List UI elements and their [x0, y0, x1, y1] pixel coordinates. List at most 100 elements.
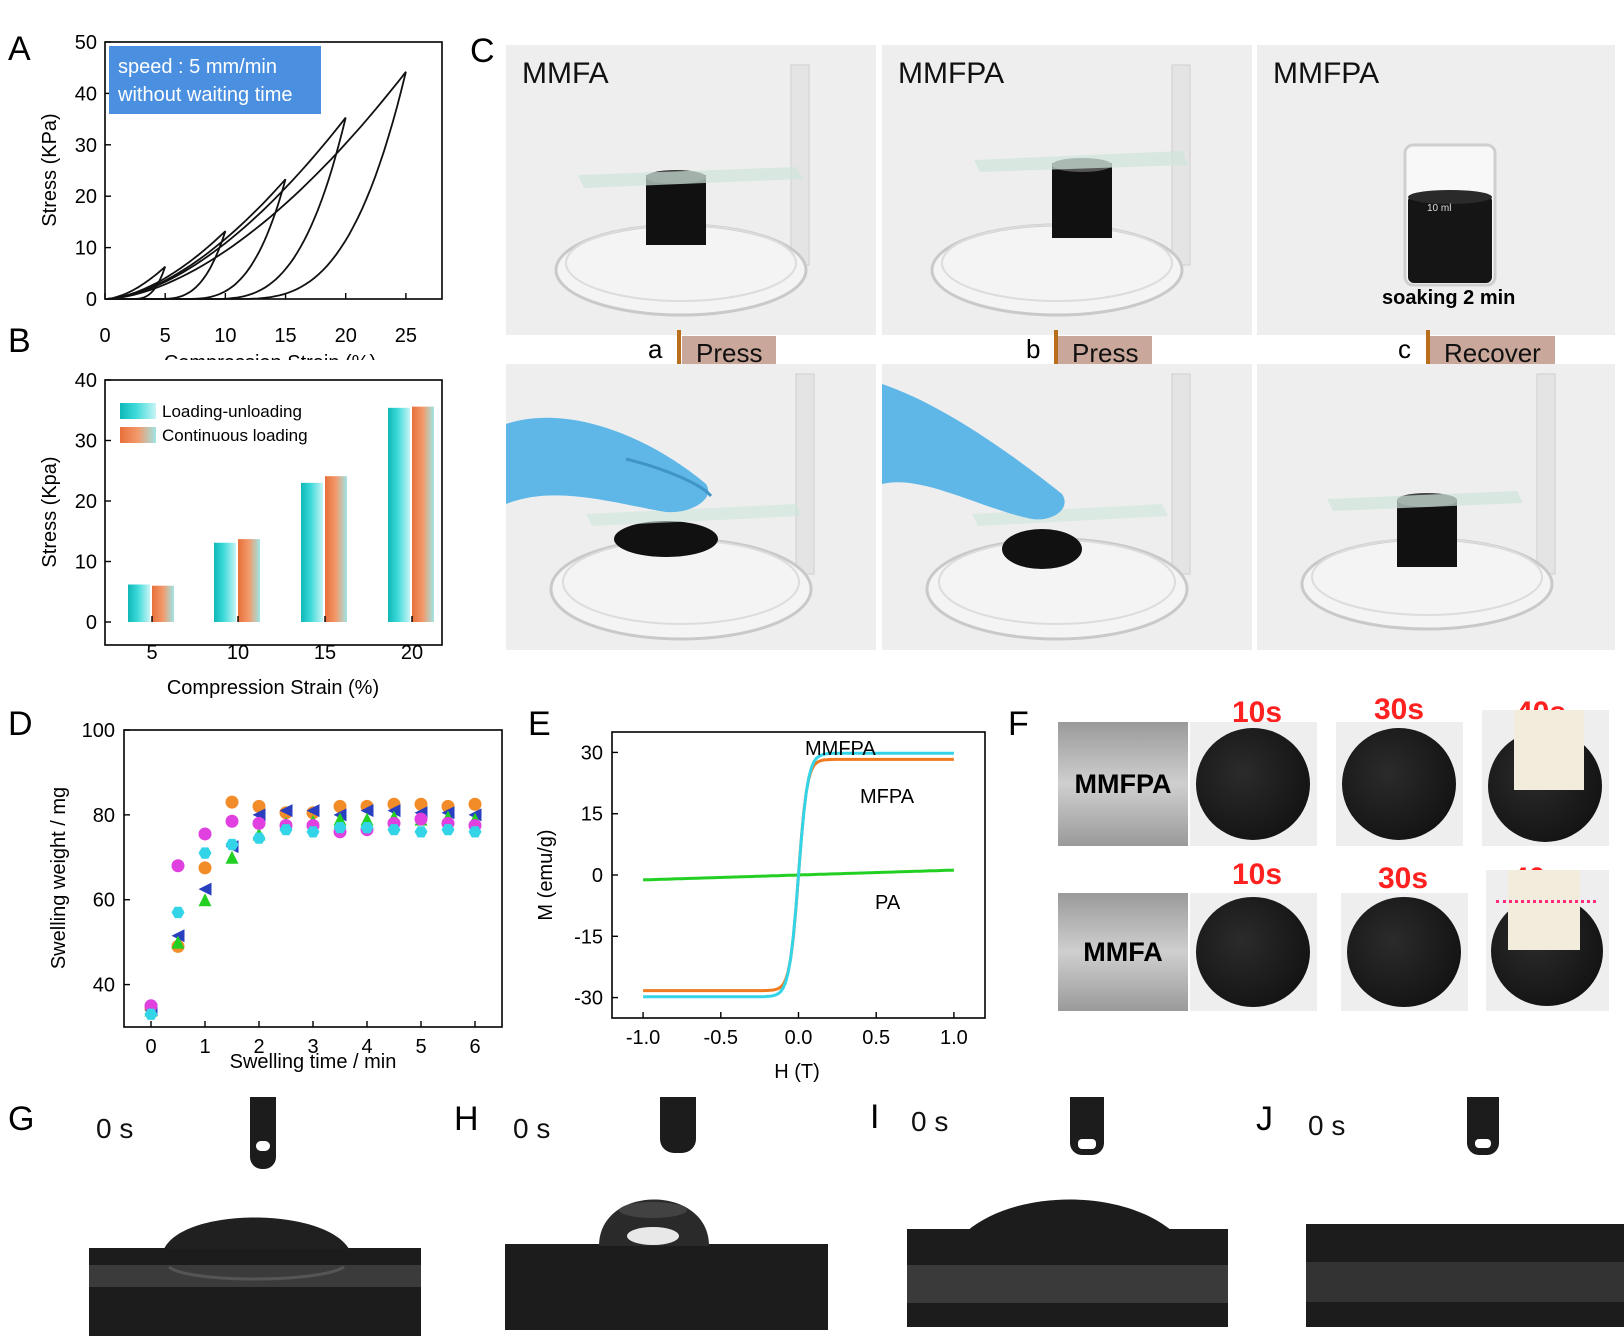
- photo-mmfa-pressed: [506, 364, 876, 650]
- row-label-mmfpa: MMFPA: [1058, 722, 1188, 846]
- row-label-mmfa: MMFA: [1058, 893, 1188, 1011]
- axes-frame-a: [104, 41, 443, 300]
- chart-d: 40 60 80 100 0 1 2 3 4 5 6 Swelling time / min Swe…: [48, 720, 503, 1073]
- soaking-label: soaking 2 min: [1382, 287, 1516, 309]
- x-tick-label-a: 10: [214, 325, 236, 347]
- chart-b: 0 10 20 30 40 5 10 15 20 Loading-unloading Conti…: [39, 370, 443, 699]
- data-point: [171, 906, 185, 919]
- wetting-image: [1341, 893, 1468, 1011]
- y-axis-label-a: Stress (KPa): [39, 113, 61, 226]
- x-tick-label-e: -0.5: [704, 1027, 738, 1049]
- hysteresis-loop: [104, 230, 227, 300]
- photo-mmfa-start: MMFA: [506, 45, 876, 335]
- data-point: [252, 832, 266, 844]
- sample-disc: [1196, 728, 1310, 840]
- droplet-scene: [89, 1217, 421, 1336]
- data-point: [468, 797, 482, 811]
- panel-label-c: C: [470, 32, 495, 70]
- x-tick-label-b: 15: [314, 642, 336, 664]
- bar: [238, 539, 260, 622]
- hysteresis-loop: [104, 71, 407, 300]
- time-label: 10s: [1232, 858, 1283, 891]
- x-tick-label-a: 0: [99, 325, 110, 347]
- needle-i: [1070, 1097, 1104, 1155]
- x-tick-label-e: 0.5: [862, 1027, 890, 1049]
- sample-disc: [1342, 728, 1456, 840]
- photo-title: MMFPA: [898, 57, 1005, 90]
- y-tick-label-a: 20: [75, 186, 97, 208]
- press-scene: [506, 373, 815, 641]
- droplet-scene: [505, 1199, 828, 1330]
- y-axis-label-e: M (emu/g): [535, 829, 557, 920]
- x-tick-label-b: 5: [146, 642, 157, 664]
- x-tick-label-a: 20: [335, 325, 357, 347]
- y-tick-label-b: 0: [86, 612, 97, 634]
- data-point: [414, 797, 428, 811]
- data-point: [306, 804, 320, 818]
- data-point: [279, 804, 293, 818]
- data-point: [225, 814, 239, 828]
- x-axis-label-e: H (T): [774, 1061, 820, 1083]
- series-label-mfpa: MFPA: [860, 786, 915, 808]
- y-tick-label-d: 80: [93, 805, 115, 827]
- series-label-mmfpa: MMFPA: [805, 738, 876, 760]
- x-tick-label-e: 0.0: [785, 1027, 813, 1049]
- y-axis-label-d: Swelling weight / mg: [48, 787, 70, 969]
- data-point: [333, 799, 347, 813]
- time-label: 0 s: [96, 1113, 134, 1144]
- photo-mmfpa-pressed: [882, 364, 1252, 650]
- data-point: [414, 826, 428, 838]
- panel-label-b: B: [8, 322, 31, 360]
- data-point: [306, 826, 320, 838]
- liquid-front-line: [1496, 900, 1596, 903]
- y-tick-label-e: 15: [581, 804, 603, 826]
- contact-angle-image-j: [1306, 1212, 1624, 1327]
- x-tick-label-e: -1.0: [626, 1027, 660, 1049]
- y-tick-label-a: 40: [75, 83, 97, 105]
- axes-frame-d: [123, 729, 503, 1028]
- data-point: [360, 822, 374, 834]
- data-point: [144, 1008, 158, 1020]
- x-tick-label-d: 6: [469, 1036, 480, 1058]
- x-tick-label-d: 3: [307, 1036, 318, 1058]
- y-tick-label-b: 40: [75, 370, 97, 392]
- petri-dish-scene: [930, 64, 1191, 317]
- legend-label-continuous: Continuous loading: [162, 426, 308, 445]
- y-axis-label-b: Stress (Kpa): [39, 456, 61, 567]
- x-tick-label-e: 1.0: [940, 1027, 968, 1049]
- x-tick-label-d: 5: [415, 1036, 426, 1058]
- hysteresis-loop: [104, 178, 287, 300]
- wetting-image: [1482, 710, 1609, 846]
- y-tick-label-b: 10: [75, 552, 97, 574]
- x-tick-label-d: 0: [145, 1036, 156, 1058]
- data-point: [387, 824, 401, 836]
- arrow-letter-a: a: [648, 334, 663, 364]
- data-point: [468, 826, 482, 838]
- contact-angle-image-h: [505, 1188, 828, 1330]
- droplet-highlight: [1078, 1139, 1096, 1149]
- x-tick-label-a: 15: [274, 325, 296, 347]
- x-axis-label-d: Swelling time / min: [230, 1051, 397, 1073]
- y-tick-label-a: 0: [86, 289, 97, 311]
- y-tick-label-d: 100: [82, 720, 115, 742]
- data-point: [225, 838, 239, 851]
- panel-label-e: E: [528, 705, 551, 743]
- data-point: [333, 822, 347, 834]
- panel-label-d: D: [8, 705, 33, 743]
- series-label-pa: PA: [875, 892, 901, 914]
- beaker-scene: 10 ml: [1403, 143, 1497, 287]
- wetting-image: [1190, 722, 1317, 846]
- needle-j: [1467, 1097, 1499, 1155]
- time-label: 0 s: [1308, 1110, 1346, 1141]
- data-point: [360, 804, 374, 818]
- data-point: [198, 882, 212, 896]
- beaker-mark: 10 ml: [1427, 203, 1451, 214]
- wetting-image: [1486, 870, 1609, 1011]
- x-axis-label-b: Compression Strain (%): [167, 677, 379, 699]
- photo-mmfpa-recovered: [1257, 364, 1615, 650]
- bar: [325, 476, 347, 622]
- y-tick-label-b: 30: [75, 431, 97, 453]
- y-tick-label-a: 10: [75, 238, 97, 260]
- contact-angle-image-i: [907, 1195, 1228, 1327]
